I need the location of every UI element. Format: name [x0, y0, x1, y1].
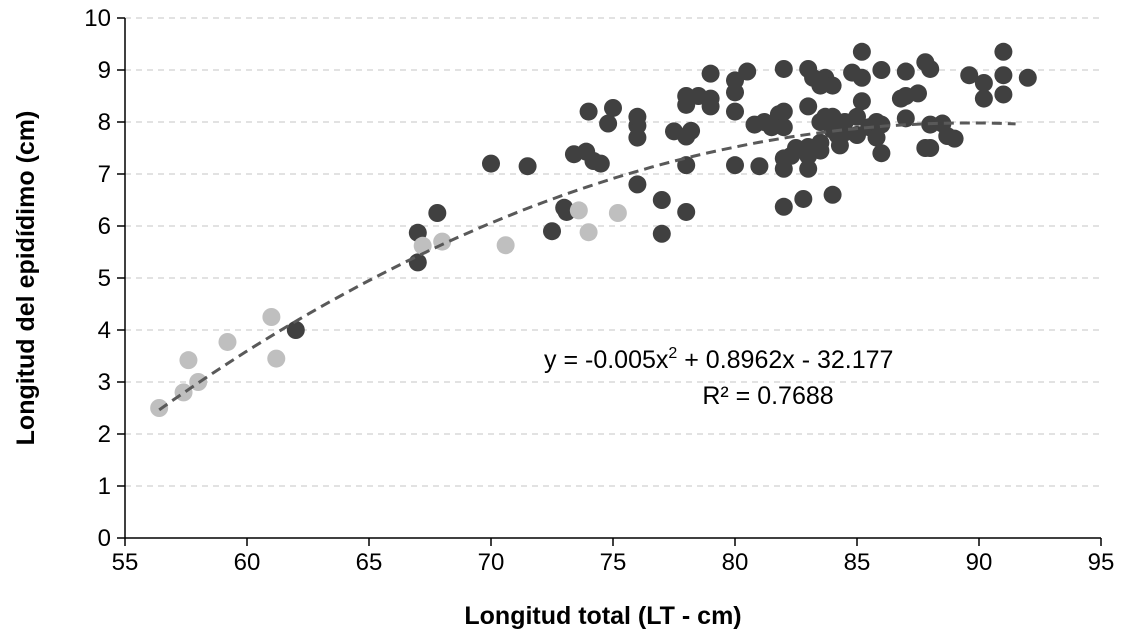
point-s0-55	[799, 97, 818, 116]
y-tick-label-10: 10	[84, 5, 111, 32]
point-s0-34	[726, 102, 744, 121]
point-s0-99	[974, 74, 993, 92]
y-tick-label-8: 8	[98, 109, 111, 136]
point-s1-4	[218, 332, 237, 351]
point-s0-39	[750, 157, 769, 176]
x-tick-label-2: 65	[356, 549, 383, 576]
y-tick-label-4: 4	[98, 317, 111, 344]
x-tick-label-5: 80	[722, 549, 749, 576]
point-s0-74	[848, 107, 866, 126]
y-tick-label-9: 9	[98, 57, 111, 84]
point-s0-93	[921, 59, 940, 78]
point-s1-11	[579, 223, 598, 242]
point-s0-37	[738, 62, 757, 81]
point-s0-103	[1018, 68, 1037, 87]
y-tick-label-7: 7	[98, 161, 111, 188]
point-s0-83	[872, 61, 891, 79]
point-s0-64	[823, 185, 842, 204]
x-tick-label-6: 85	[844, 549, 871, 576]
point-s0-16	[628, 175, 647, 194]
x-tick-label-1: 60	[234, 549, 261, 576]
x-axis-ticks: 55 60 65 70 75 80 85 90 95	[112, 538, 1115, 576]
x-tick-label-7: 90	[966, 549, 993, 576]
point-s0-67	[823, 76, 842, 95]
data-points	[150, 42, 1037, 417]
point-s0-76	[852, 68, 871, 87]
y-tick-label-3: 3	[98, 369, 111, 396]
point-s0-96	[945, 129, 964, 148]
point-s0-28	[682, 121, 701, 140]
point-s0-102	[994, 42, 1013, 61]
point-s0-75	[852, 92, 871, 111]
point-s1-0	[150, 399, 169, 417]
point-s0-47	[774, 102, 793, 121]
point-s0-3	[428, 204, 447, 222]
point-s1-5	[262, 308, 281, 326]
point-s0-14	[599, 114, 618, 133]
point-s0-15	[604, 98, 622, 117]
grid-lines	[125, 17, 1101, 487]
point-s0-13	[591, 154, 610, 173]
point-s0-100	[994, 85, 1013, 104]
point-s0-52	[799, 159, 818, 178]
point-s0-20	[652, 224, 671, 243]
point-s0-81	[872, 144, 891, 163]
y-tick-label-6: 6	[98, 213, 111, 240]
point-s0-33	[726, 156, 744, 175]
trendline-equation: y = -0.005x2 + 0.8962x - 32.177	[544, 345, 893, 374]
point-s1-10	[569, 201, 588, 220]
x-tick-label-4: 75	[600, 549, 627, 576]
x-axis-title: Longitud total (LT - cm)	[464, 602, 741, 630]
point-s0-21	[652, 191, 671, 209]
point-s0-82	[872, 115, 891, 134]
point-s1-6	[267, 349, 286, 368]
x-tick-label-8: 95	[1088, 549, 1115, 576]
point-s0-46	[774, 118, 793, 137]
point-s0-97	[960, 66, 979, 85]
point-s0-5	[518, 157, 537, 176]
point-s0-1	[408, 253, 427, 272]
equation-suffix: + 0.8962x - 32.177	[677, 346, 893, 374]
trendline	[158, 121, 1016, 412]
r-squared-label: R² = 0.7688	[702, 382, 833, 410]
point-s0-0	[286, 321, 305, 339]
point-s0-101	[994, 66, 1013, 85]
point-s0-85	[896, 109, 915, 128]
point-s0-77	[852, 42, 871, 61]
y-tick-label-1: 1	[98, 473, 111, 500]
y-axis-title: Longitud del epidídimo (cm)	[12, 111, 40, 446]
point-s1-2	[179, 351, 198, 370]
y-axis-ticks: 0 1 2 3 4 5 6 7 8 9 10	[84, 5, 125, 552]
point-s0-6	[543, 222, 561, 241]
point-s0-91	[921, 139, 940, 157]
point-s0-31	[701, 89, 720, 108]
point-s0-19	[628, 107, 647, 126]
equation-exponent: 2	[668, 345, 677, 362]
y-tick-label-2: 2	[98, 421, 111, 448]
point-s0-88	[909, 84, 927, 103]
point-s0-32	[701, 64, 720, 83]
point-s0-51	[794, 189, 813, 208]
point-s0-98	[974, 89, 993, 108]
point-s0-59	[811, 133, 830, 152]
point-s1-9	[496, 236, 515, 255]
point-s0-4	[482, 154, 500, 173]
point-s0-23	[677, 202, 696, 221]
y-tick-label-5: 5	[98, 265, 111, 292]
point-s1-12	[608, 204, 627, 222]
point-s0-87	[896, 62, 915, 81]
point-s0-11	[579, 102, 598, 121]
point-s0-43	[774, 197, 793, 216]
x-tick-label-3: 70	[478, 549, 505, 576]
equation-prefix: y = -0.005x	[544, 346, 669, 374]
y-tick-label-0: 0	[98, 525, 111, 552]
point-s0-48	[774, 59, 793, 78]
x-tick-label-0: 55	[112, 549, 139, 576]
